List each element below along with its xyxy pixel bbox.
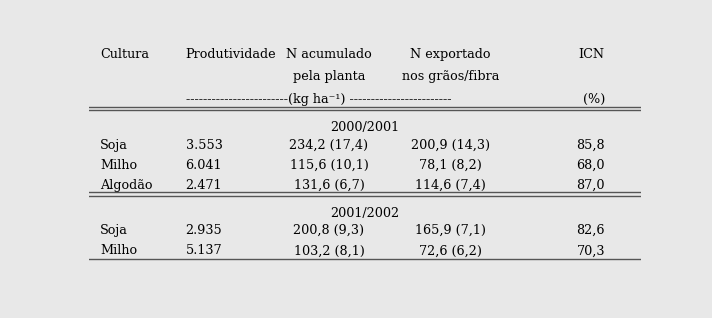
Text: 87,0: 87,0 (577, 179, 605, 192)
Text: Algodão: Algodão (100, 179, 152, 192)
Text: N acumulado: N acumulado (286, 48, 372, 61)
Text: 115,6 (10,1): 115,6 (10,1) (290, 159, 369, 172)
Text: Soja: Soja (100, 224, 128, 237)
Text: nos grãos/fibra: nos grãos/fibra (402, 70, 499, 83)
Text: ICN: ICN (579, 48, 605, 61)
Text: 3.553: 3.553 (186, 139, 222, 152)
Text: 200,9 (14,3): 200,9 (14,3) (411, 139, 490, 152)
Text: Milho: Milho (100, 159, 137, 172)
Text: Cultura: Cultura (100, 48, 149, 61)
Text: 6.041: 6.041 (186, 159, 222, 172)
Text: 114,6 (7,4): 114,6 (7,4) (415, 179, 486, 192)
Text: pela planta: pela planta (293, 70, 365, 83)
Text: 234,2 (17,4): 234,2 (17,4) (290, 139, 369, 152)
Text: 103,2 (8,1): 103,2 (8,1) (293, 244, 365, 257)
Text: 2001/2002: 2001/2002 (330, 207, 399, 220)
Text: 82,6: 82,6 (577, 224, 605, 237)
Text: ------------------------(kg ha⁻¹) ------------------------: ------------------------(kg ha⁻¹) ------… (186, 93, 451, 106)
Text: Produtividade: Produtividade (186, 48, 276, 61)
Text: Milho: Milho (100, 244, 137, 257)
Text: 78,1 (8,2): 78,1 (8,2) (419, 159, 482, 172)
Text: 200,8 (9,3): 200,8 (9,3) (293, 224, 365, 237)
Text: (%): (%) (582, 93, 605, 106)
Text: Soja: Soja (100, 139, 128, 152)
Text: 2.471: 2.471 (186, 179, 222, 192)
Text: N exportado: N exportado (410, 48, 491, 61)
Text: 85,8: 85,8 (576, 139, 605, 152)
Text: 2.935: 2.935 (186, 224, 222, 237)
Text: 68,0: 68,0 (577, 159, 605, 172)
Text: 131,6 (6,7): 131,6 (6,7) (293, 179, 365, 192)
Text: 2000/2001: 2000/2001 (330, 121, 399, 134)
Text: 5.137: 5.137 (186, 244, 222, 257)
Text: 70,3: 70,3 (577, 244, 605, 257)
Text: 165,9 (7,1): 165,9 (7,1) (415, 224, 486, 237)
Text: 72,6 (6,2): 72,6 (6,2) (419, 244, 482, 257)
